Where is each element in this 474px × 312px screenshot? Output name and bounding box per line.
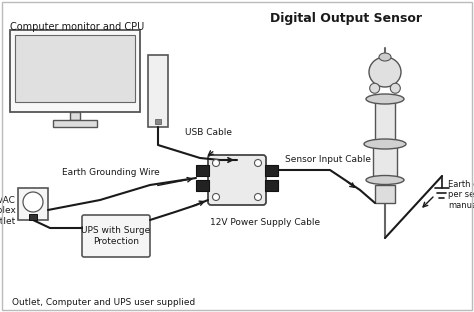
- Text: 120VAC
Duplex
Outlet: 120VAC Duplex Outlet: [0, 196, 16, 226]
- Circle shape: [370, 83, 380, 93]
- Circle shape: [212, 159, 219, 167]
- Bar: [196, 165, 209, 176]
- Text: Earth Grounding Wire: Earth Grounding Wire: [62, 168, 160, 177]
- Circle shape: [255, 193, 262, 201]
- Bar: [70, 112, 80, 120]
- Bar: [373, 145, 397, 181]
- Text: UPS with Surge
Protection: UPS with Surge Protection: [82, 226, 151, 246]
- Ellipse shape: [366, 175, 404, 184]
- Ellipse shape: [364, 139, 406, 149]
- Circle shape: [255, 159, 262, 167]
- Bar: [18, 188, 48, 220]
- Bar: [10, 30, 140, 112]
- Bar: [265, 165, 278, 176]
- Ellipse shape: [369, 57, 401, 87]
- Circle shape: [212, 193, 219, 201]
- Bar: [375, 100, 395, 145]
- Text: Outlet, Computer and UPS user supplied: Outlet, Computer and UPS user supplied: [12, 298, 195, 307]
- Ellipse shape: [379, 53, 391, 61]
- Bar: [196, 180, 209, 191]
- FancyBboxPatch shape: [82, 215, 150, 257]
- Bar: [265, 180, 278, 191]
- Text: Sensor Input Cable: Sensor Input Cable: [285, 155, 371, 164]
- Bar: [148, 55, 168, 127]
- Text: Digital Output Sensor: Digital Output Sensor: [270, 12, 422, 25]
- Text: Earth ground
per sensor
manual: Earth ground per sensor manual: [448, 180, 474, 210]
- Bar: [29, 214, 37, 220]
- Bar: [15, 35, 135, 102]
- Text: 12V Power Supply Cable: 12V Power Supply Cable: [210, 218, 320, 227]
- Text: Computer monitor and CPU: Computer monitor and CPU: [10, 22, 144, 32]
- Bar: [155, 119, 161, 124]
- Ellipse shape: [366, 94, 404, 104]
- FancyBboxPatch shape: [208, 155, 266, 205]
- Bar: [375, 185, 395, 203]
- Text: USB Cable: USB Cable: [185, 128, 232, 137]
- Bar: [53, 120, 97, 127]
- Circle shape: [23, 192, 43, 212]
- Circle shape: [390, 83, 401, 93]
